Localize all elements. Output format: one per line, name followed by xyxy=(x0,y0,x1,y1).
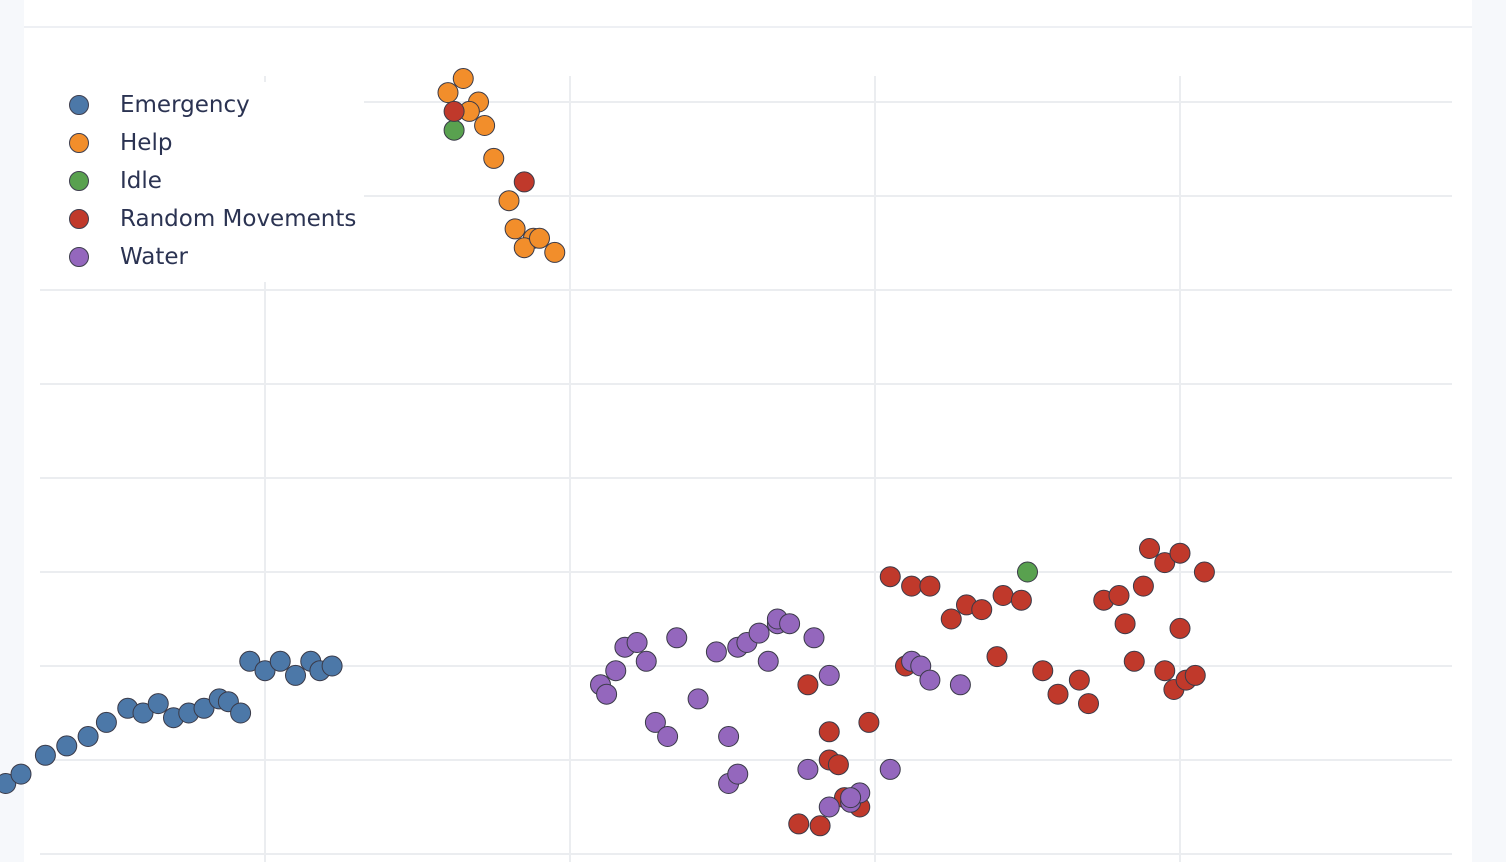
legend-item-random-movements[interactable]: Random Movements xyxy=(40,204,356,234)
point-random-movements[interactable] xyxy=(1010,589,1032,611)
point-random-movements[interactable] xyxy=(879,566,901,588)
point-water[interactable] xyxy=(879,758,901,780)
point-random-movements[interactable] xyxy=(992,585,1014,606)
point-water[interactable] xyxy=(919,669,941,691)
point-random-movements[interactable] xyxy=(788,813,810,835)
point-random-movements[interactable] xyxy=(513,171,535,193)
point-water[interactable] xyxy=(757,650,779,672)
point-water[interactable] xyxy=(687,688,709,710)
point-emergency[interactable] xyxy=(10,763,32,785)
point-water[interactable] xyxy=(779,613,801,635)
point-random-movements[interactable] xyxy=(443,100,465,122)
point-emergency[interactable] xyxy=(239,650,261,672)
point-random-movements[interactable] xyxy=(919,575,941,597)
point-random-movements[interactable] xyxy=(1108,585,1130,606)
legend-label: Emergency xyxy=(120,92,250,118)
point-idle[interactable] xyxy=(443,119,465,141)
point-random-movements[interactable] xyxy=(1123,650,1145,672)
point-water[interactable] xyxy=(596,683,618,705)
point-help[interactable] xyxy=(529,227,550,249)
legend-item-idle[interactable]: Idle xyxy=(40,166,162,196)
point-water[interactable] xyxy=(949,674,971,696)
point-emergency[interactable] xyxy=(56,735,78,757)
point-water[interactable] xyxy=(727,763,749,785)
point-help[interactable] xyxy=(498,190,520,212)
point-emergency[interactable] xyxy=(321,655,343,677)
data-points xyxy=(0,68,1215,837)
point-random-movements[interactable] xyxy=(797,674,819,696)
legend-marker-water xyxy=(69,247,89,267)
point-random-movements[interactable] xyxy=(1169,542,1191,564)
legend-label: Idle xyxy=(120,168,162,194)
point-water[interactable] xyxy=(626,632,648,653)
point-help[interactable] xyxy=(483,147,505,169)
point-water[interactable] xyxy=(748,622,770,644)
point-random-movements[interactable] xyxy=(986,646,1008,668)
point-water[interactable] xyxy=(803,627,825,649)
legend-marker-random-movements xyxy=(69,209,89,229)
point-water[interactable] xyxy=(818,796,840,818)
point-emergency[interactable] xyxy=(285,664,306,686)
point-random-movements[interactable] xyxy=(971,599,993,621)
point-random-movements[interactable] xyxy=(940,608,962,630)
point-random-movements[interactable] xyxy=(809,815,831,837)
legend: Emergency Help Idle Random Movements Wat… xyxy=(40,82,364,282)
point-emergency[interactable] xyxy=(269,650,291,672)
legend-item-emergency[interactable]: Emergency xyxy=(40,90,250,120)
point-water[interactable] xyxy=(797,758,819,780)
point-help[interactable] xyxy=(504,218,526,240)
point-random-movements[interactable] xyxy=(1139,538,1160,559)
point-help[interactable] xyxy=(544,241,566,263)
point-emergency[interactable] xyxy=(193,697,215,719)
point-idle[interactable] xyxy=(1017,561,1038,583)
point-random-movements[interactable] xyxy=(1169,617,1191,639)
point-random-movements[interactable] xyxy=(1068,669,1090,691)
point-random-movements[interactable] xyxy=(827,754,849,776)
point-water[interactable] xyxy=(818,664,840,686)
point-emergency[interactable] xyxy=(254,660,276,682)
point-help[interactable] xyxy=(474,115,496,136)
point-water[interactable] xyxy=(840,787,862,809)
point-random-movements[interactable] xyxy=(1154,552,1176,574)
point-random-movements[interactable] xyxy=(1114,613,1136,635)
point-random-movements[interactable] xyxy=(1193,561,1215,583)
point-water[interactable] xyxy=(666,627,688,649)
legend-marker-help xyxy=(69,133,89,153)
point-help[interactable] xyxy=(437,82,459,104)
point-random-movements[interactable] xyxy=(1078,693,1099,715)
legend-marker-emergency xyxy=(69,95,89,115)
point-random-movements[interactable] xyxy=(1047,683,1069,705)
point-water[interactable] xyxy=(644,711,666,733)
point-water[interactable] xyxy=(605,660,627,682)
point-random-movements[interactable] xyxy=(1154,660,1176,682)
point-help[interactable] xyxy=(513,237,535,259)
point-emergency[interactable] xyxy=(132,702,154,724)
point-random-movements[interactable] xyxy=(858,711,880,733)
point-water[interactable] xyxy=(718,726,740,747)
point-emergency[interactable] xyxy=(77,726,99,747)
legend-marker-idle xyxy=(69,171,89,191)
legend-label: Random Movements xyxy=(120,206,357,232)
point-random-movements[interactable] xyxy=(1132,575,1154,597)
point-random-movements[interactable] xyxy=(818,721,840,743)
point-water[interactable] xyxy=(635,650,657,672)
card-divider xyxy=(24,26,1472,28)
point-help[interactable] xyxy=(452,68,474,89)
point-emergency[interactable] xyxy=(230,702,252,724)
point-emergency[interactable] xyxy=(34,744,56,766)
point-random-movements[interactable] xyxy=(901,575,923,597)
point-random-movements[interactable] xyxy=(1032,660,1054,682)
legend-item-water[interactable]: Water xyxy=(40,242,188,272)
point-emergency[interactable] xyxy=(95,711,117,733)
legend-label: Water xyxy=(120,244,188,270)
point-water[interactable] xyxy=(657,726,679,747)
point-random-movements[interactable] xyxy=(1184,664,1206,686)
point-water[interactable] xyxy=(705,641,727,663)
legend-item-help[interactable]: Help xyxy=(40,128,172,158)
legend-label: Help xyxy=(120,130,173,156)
point-emergency[interactable] xyxy=(147,693,169,715)
